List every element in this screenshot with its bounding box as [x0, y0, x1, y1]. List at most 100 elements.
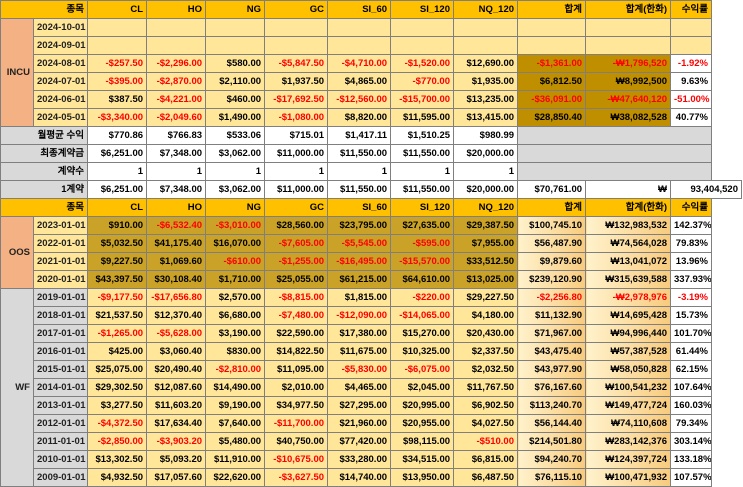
value-cell[interactable]: $21,960.00	[327, 414, 392, 433]
date-cell[interactable]: 2024-09-01	[32, 36, 89, 55]
value-cell[interactable]: -$8,815.00	[264, 288, 329, 307]
value-cell[interactable]: $34,977.50	[264, 396, 329, 415]
total-krw-cell[interactable]: ₩58,050,828	[585, 360, 672, 379]
header-cell[interactable]: NQ_120	[453, 198, 519, 217]
value-cell[interactable]: -$5,628.00	[146, 324, 207, 343]
summary-value[interactable]: 1	[327, 162, 392, 181]
value-cell[interactable]: -$3,340.00	[87, 108, 148, 127]
value-cell[interactable]: -$10,675.00	[264, 450, 329, 469]
date-cell[interactable]: 2024-08-01	[32, 54, 89, 73]
value-cell[interactable]: -$12,090.00	[327, 306, 392, 325]
date-cell[interactable]: 2020-01-01	[32, 270, 89, 289]
value-cell[interactable]: -$1,255.00	[264, 252, 329, 271]
value-cell[interactable]	[205, 18, 266, 37]
value-cell[interactable]: $29,387.50	[453, 216, 519, 235]
value-cell[interactable]: $2,032.50	[453, 360, 519, 379]
date-cell[interactable]: 2024-10-01	[32, 18, 89, 37]
value-cell[interactable]: $6,902.50	[453, 396, 519, 415]
value-cell[interactable]	[453, 36, 519, 55]
value-cell[interactable]: $1,815.00	[327, 288, 392, 307]
total-krw-cell[interactable]: ₩74,564,028	[585, 234, 672, 253]
value-cell[interactable]: $580.00	[205, 54, 266, 73]
summary-value[interactable]: $11,550.00	[327, 144, 392, 163]
value-cell[interactable]: $17,634.40	[146, 414, 207, 433]
total-krw-cell[interactable]	[585, 18, 672, 37]
return-cell[interactable]: 101.70%	[670, 324, 713, 343]
value-cell[interactable]: $4,932.50	[87, 468, 148, 487]
value-cell[interactable]: -$15,570.00	[390, 252, 455, 271]
total-cell[interactable]: $43,475.40	[517, 342, 587, 361]
value-cell[interactable]: $9,227.50	[87, 252, 148, 271]
summary-value[interactable]: $3,062.00	[205, 144, 266, 163]
value-cell[interactable]: $2,010.00	[264, 378, 329, 397]
value-cell[interactable]	[205, 36, 266, 55]
return-cell[interactable]: 9.63%	[670, 72, 713, 91]
value-cell[interactable]: $13,950.00	[390, 468, 455, 487]
value-cell[interactable]: $29,227.50	[453, 288, 519, 307]
value-cell[interactable]: $41,175.40	[146, 234, 207, 253]
header-cell[interactable]: HO	[146, 0, 207, 19]
return-cell[interactable]: 15.73%	[670, 306, 713, 325]
total-krw-cell[interactable]: -₩2,978,976	[585, 288, 672, 307]
value-cell[interactable]: $6,487.50	[453, 468, 519, 487]
value-cell[interactable]: -$17,692.50	[264, 90, 329, 109]
header-cell[interactable]: 종목	[0, 0, 89, 19]
value-cell[interactable]: -$16,495.00	[327, 252, 392, 271]
header-cell[interactable]: HO	[146, 198, 207, 217]
value-cell[interactable]: $10,325.00	[390, 342, 455, 361]
header-cell[interactable]: GC	[264, 0, 329, 19]
total-cell[interactable]: $113,240.70	[517, 396, 587, 415]
date-cell[interactable]: 2012-01-01	[32, 414, 89, 433]
header-cell[interactable]: 종목	[0, 198, 89, 217]
value-cell[interactable]: $33,280.00	[327, 450, 392, 469]
date-cell[interactable]: 2017-01-01	[32, 324, 89, 343]
value-cell[interactable]: -$17,656.80	[146, 288, 207, 307]
header-cell[interactable]: CL	[87, 198, 148, 217]
value-cell[interactable]: $11,910.00	[205, 450, 266, 469]
return-cell[interactable]: 61.44%	[670, 342, 713, 361]
value-cell[interactable]: -$4,710.00	[327, 54, 392, 73]
value-cell[interactable]: $17,380.00	[327, 324, 392, 343]
value-cell[interactable]: -$14,065.00	[390, 306, 455, 325]
value-cell[interactable]: $12,087.60	[146, 378, 207, 397]
total-cell[interactable]: $28,850.40	[517, 108, 587, 127]
value-cell[interactable]	[87, 36, 148, 55]
total-krw-cell[interactable]: 93,404,520	[670, 180, 742, 199]
value-cell[interactable]: -$4,372.50	[87, 414, 148, 433]
summary-value[interactable]: 1	[453, 162, 519, 181]
total-krw-cell[interactable]	[585, 36, 672, 55]
total-cell[interactable]: -$1,361.00	[517, 54, 587, 73]
value-cell[interactable]: $15,270.00	[390, 324, 455, 343]
date-cell[interactable]: 2021-01-01	[32, 252, 89, 271]
value-cell[interactable]: $64,610.00	[390, 270, 455, 289]
section-label[interactable]: INCU	[0, 18, 34, 127]
total-cell[interactable]: $11,132.90	[517, 306, 587, 325]
date-cell[interactable]: 2024-05-01	[32, 108, 89, 127]
return-cell[interactable]: 133.18%	[670, 450, 713, 469]
total-krw-cell[interactable]: ₩315,639,588	[585, 270, 672, 289]
value-cell[interactable]: $2,045.00	[390, 378, 455, 397]
value-cell[interactable]: $11,595.00	[390, 108, 455, 127]
date-cell[interactable]: 2010-01-01	[32, 450, 89, 469]
total-krw-cell[interactable]: ₩8,992,500	[585, 72, 672, 91]
total-cell[interactable]: $9,879.60	[517, 252, 587, 271]
value-cell[interactable]: $27,635.00	[390, 216, 455, 235]
summary-value[interactable]: $7,348.00	[146, 144, 207, 163]
value-cell[interactable]: $25,075.00	[87, 360, 148, 379]
date-cell[interactable]: 2018-01-01	[32, 306, 89, 325]
summary-label[interactable]: 계약수	[0, 162, 89, 181]
value-cell[interactable]	[327, 36, 392, 55]
value-cell[interactable]: $1,935.00	[453, 72, 519, 91]
header-cell[interactable]: 수익률	[670, 0, 713, 19]
date-cell[interactable]: 2022-01-01	[32, 234, 89, 253]
summary-label[interactable]: 최종계약금	[0, 144, 89, 163]
total-cell[interactable]: $56,487.90	[517, 234, 587, 253]
value-cell[interactable]	[264, 36, 329, 55]
total-krw-cell[interactable]: -₩47,640,120	[585, 90, 672, 109]
value-cell[interactable]: $2,110.00	[205, 72, 266, 91]
value-cell[interactable]: $7,640.00	[205, 414, 266, 433]
value-cell[interactable]	[390, 36, 455, 55]
summary-value[interactable]: 1	[205, 162, 266, 181]
section-label[interactable]: WF	[0, 288, 34, 487]
value-cell[interactable]: -$395.00	[87, 72, 148, 91]
